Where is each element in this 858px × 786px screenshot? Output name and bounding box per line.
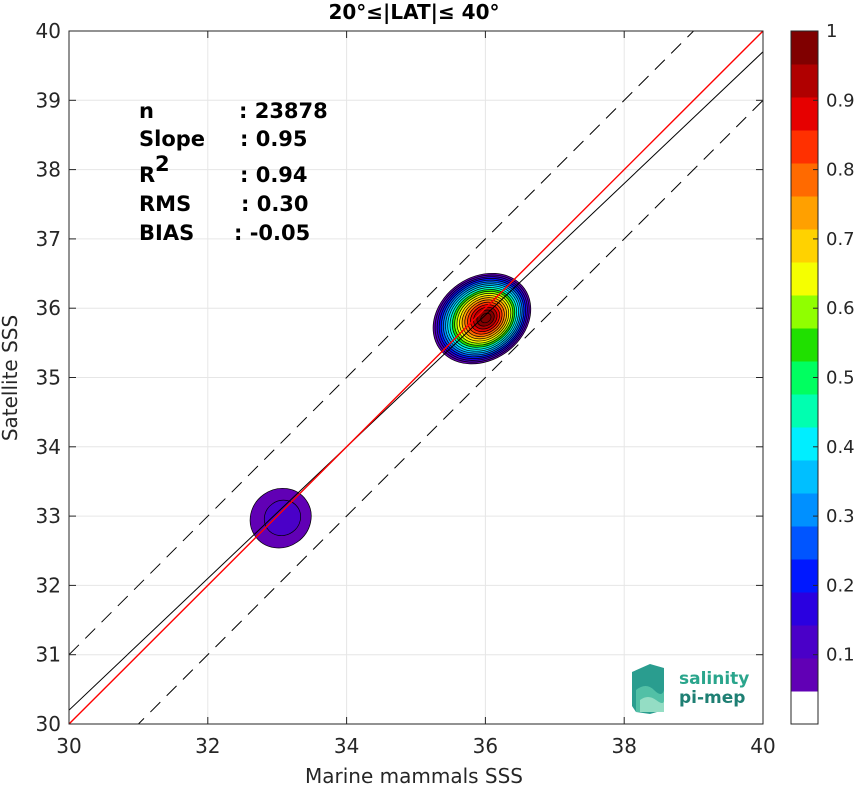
salinity-pi-mep-logo: salinity pi-mep <box>632 664 749 714</box>
y-tick-label: 33 <box>36 504 61 528</box>
y-tick-label: 38 <box>36 158 61 182</box>
density-contour-level <box>480 312 492 324</box>
axis-ticks <box>68 30 764 725</box>
colorbar-tick-label: 0.1 <box>826 645 855 666</box>
x-tick-label: 38 <box>611 734 636 758</box>
stat-value: : -0.05 <box>234 221 310 245</box>
colorbar-segment <box>791 658 818 692</box>
colorbar-segment <box>791 196 818 230</box>
colorbar-segment <box>791 64 818 98</box>
stat-label: n <box>139 99 154 123</box>
x-tick-label: 34 <box>334 734 359 758</box>
colorbar-segment <box>791 592 818 626</box>
colorbar-segment <box>791 625 818 659</box>
y-tick-label: 31 <box>36 643 61 667</box>
y-tick-labels: 30 31 32 33 34 35 36 37 38 39 40 <box>36 19 61 736</box>
colorbar-segment <box>791 229 818 263</box>
colorbar-segment <box>791 394 818 428</box>
colorbar-tick-label: 0.3 <box>826 506 855 527</box>
stat-label: RMS <box>139 192 191 216</box>
colorbar-segment <box>791 130 818 164</box>
logo-wave-icon-layer <box>640 697 664 712</box>
upper-bound-line <box>69 31 695 656</box>
reference-lines <box>69 31 763 724</box>
density-contour-level <box>263 499 301 536</box>
fit-line <box>69 51 763 711</box>
x-tick-label: 36 <box>473 734 498 758</box>
x-axis-label: Marine mammals SSS <box>305 764 523 786</box>
colorbar-segment <box>791 97 818 131</box>
colorbar-tick-label: 0.4 <box>826 437 855 458</box>
colorbar-segment <box>791 559 818 593</box>
colorbar-ticks: 0.1 0.2 0.3 0.4 0.5 0.6 0.7 0.8 0.9 1 <box>813 21 855 666</box>
identity-line <box>69 31 763 724</box>
colorbar-segment <box>791 262 818 296</box>
colorbar-tick-label: 1 <box>826 21 837 42</box>
stat-value: : 0.94 <box>240 163 308 187</box>
stat-label: R <box>139 163 155 187</box>
colorbar-tick-label: 0.2 <box>826 575 855 596</box>
y-tick-label: 35 <box>36 366 61 390</box>
colorbar-segment <box>791 493 818 527</box>
logo-line2: pi-mep <box>679 688 745 708</box>
colorbar-tick-label: 0.6 <box>826 298 855 319</box>
stat-label-superscript: 2 <box>155 152 170 176</box>
x-tick-label: 40 <box>750 734 775 758</box>
y-tick-label: 32 <box>36 573 61 597</box>
y-tick-label: 39 <box>36 88 61 112</box>
colorbar-tick-label: 0.7 <box>826 229 855 250</box>
x-tick-label: 32 <box>195 734 220 758</box>
y-tick-label: 36 <box>36 296 61 320</box>
y-tick-label: 40 <box>36 19 61 43</box>
y-axis-label: Satellite SSS <box>0 315 22 441</box>
chart-title: 20°≤|LAT|≤ 40° <box>328 0 499 24</box>
stat-value: : 0.30 <box>241 192 309 216</box>
stat-label: Slope <box>139 127 205 151</box>
logo-line1: salinity <box>679 669 749 689</box>
x-tick-labels: 30 32 34 36 38 40 <box>56 734 775 758</box>
colorbar-tick-label: 0.8 <box>826 160 855 181</box>
stats-box: n : 23878 Slope : 0.95 R 2 : 0.94 RMS : 0.30 BIAS… <box>139 99 328 245</box>
stat-value: : 23878 <box>239 99 328 123</box>
y-tick-label: 34 <box>36 435 61 459</box>
colorbar-segment <box>791 295 818 329</box>
colorbar-segment <box>791 328 818 362</box>
y-tick-label: 30 <box>36 712 61 736</box>
colorbar-segment <box>791 163 818 197</box>
lower-bound-line <box>137 99 763 724</box>
colorbar-segment <box>791 691 818 725</box>
colorbar-tick-label: 0.5 <box>826 368 855 389</box>
stat-label: BIAS <box>139 221 194 245</box>
y-tick-label: 37 <box>36 227 61 251</box>
colorbar-segment <box>791 31 818 65</box>
colorbar-tick-label: 0.9 <box>826 90 855 111</box>
stat-value: : 0.95 <box>240 127 308 151</box>
colorbar-segment <box>791 460 818 494</box>
colorbar <box>791 31 818 725</box>
x-tick-label: 30 <box>56 734 81 758</box>
colorbar-segment <box>791 427 818 461</box>
colorbar-segment <box>791 526 818 560</box>
